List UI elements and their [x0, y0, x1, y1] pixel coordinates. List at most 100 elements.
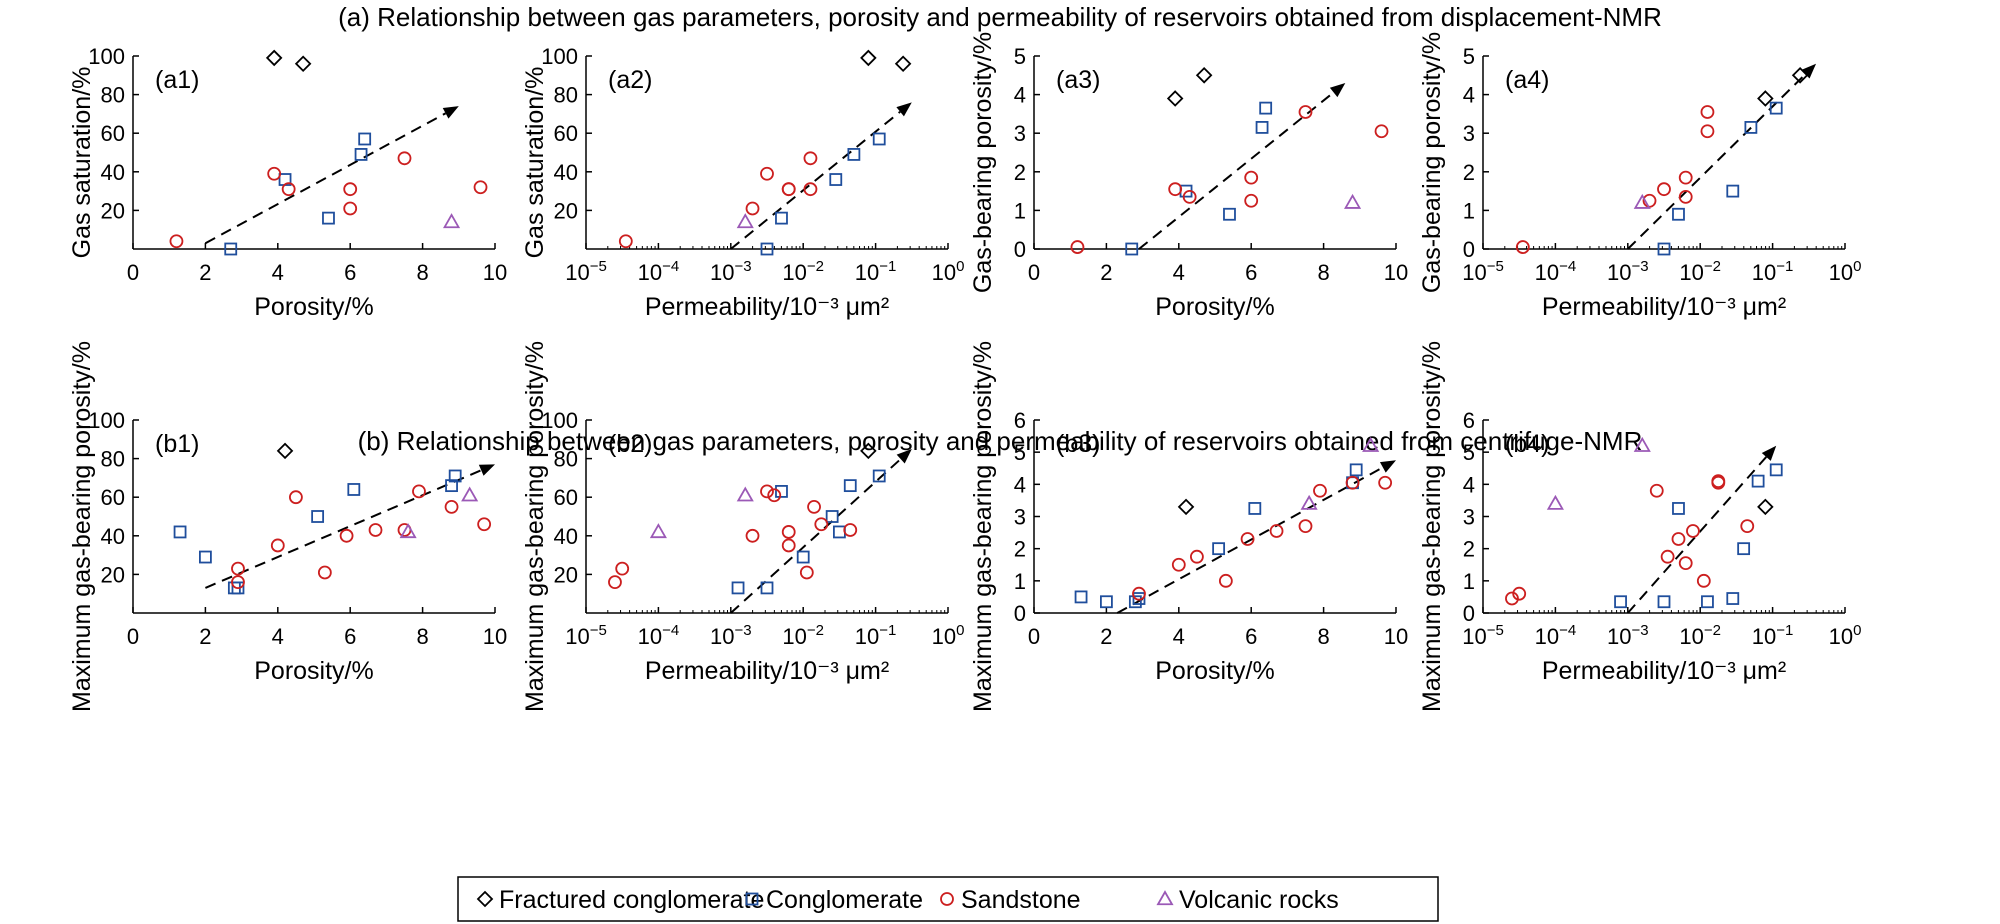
point-sand	[767, 488, 782, 503]
legend-label-frac: Fractured conglomerate	[499, 886, 764, 914]
legend-marker-volc	[1156, 890, 1174, 906]
trend-line	[1116, 466, 1384, 614]
point-cong	[358, 132, 372, 146]
point-sand	[615, 561, 630, 576]
trend-arrowhead	[478, 464, 495, 476]
point-sand	[231, 561, 245, 576]
x-tick-label: 0	[127, 624, 139, 649]
x-axis-label: Porosity/%	[1155, 657, 1274, 685]
x-tick-label: 8	[1317, 624, 1329, 649]
x-axis-label: Permeability/10⁻³ μm²	[1542, 657, 1786, 685]
x-tick-label: 6	[1245, 624, 1257, 649]
x-tick-label: 6	[344, 260, 356, 285]
point-cong	[1726, 184, 1740, 198]
panel-a1: 0 2 4 6 8 10 20 40 60 80 100 Porosity/% Gas saturati…	[68, 44, 507, 321]
point-cong	[1614, 595, 1627, 609]
point-sand	[803, 151, 818, 166]
y-tick-label: 6	[1014, 408, 1026, 433]
point-cong	[1255, 121, 1269, 134]
y-tick-label: 100	[541, 44, 578, 69]
y-tick-label: 20	[101, 562, 125, 587]
panel-label: (b2)	[608, 430, 652, 458]
section-title-a: (a) Relationship between gas parameters,…	[338, 2, 1662, 32]
point-sand	[1512, 586, 1527, 601]
x-tick-label: 10−3	[1607, 258, 1649, 285]
section-title-b: (b) Relationship between gas parameters,…	[358, 426, 1643, 456]
point-sand	[1182, 189, 1197, 204]
y-tick-label: 2	[1463, 160, 1475, 185]
point-cong	[445, 479, 458, 493]
x-tick-label: 8	[416, 260, 428, 285]
point-sand	[618, 234, 633, 249]
point-sand	[1244, 193, 1259, 208]
point-sand	[1298, 105, 1313, 119]
legend-item-cong: Conglomerate	[745, 886, 923, 914]
point-volc	[1300, 494, 1318, 510]
point-cong	[1737, 542, 1751, 556]
x-tick-label: 10−3	[710, 258, 752, 285]
point-cong	[1100, 595, 1113, 609]
point-sand	[1378, 475, 1393, 490]
y-tick-label: 1	[1014, 569, 1026, 594]
point-sand	[1374, 124, 1389, 139]
y-tick-label: 60	[101, 121, 125, 146]
point-sand	[608, 575, 622, 590]
point-cong	[347, 483, 361, 496]
x-tick-label: 10	[1384, 624, 1408, 649]
panel-b3: 0 2 4 6 8 10 0 1 2 3 4 5 6 Porosity/% Maximum gas-bear…	[969, 341, 1408, 712]
point-sand	[814, 517, 829, 532]
point-sand	[397, 151, 412, 166]
trend-arrowhead	[1801, 63, 1817, 79]
point-cong	[1128, 595, 1142, 609]
point-cong	[311, 510, 325, 523]
x-tick-label: 4	[272, 624, 284, 649]
x-tick-label: 10	[1384, 260, 1408, 285]
legend-item-frac: Fractured conglomerate	[476, 886, 764, 914]
x-tick-label: 10	[483, 624, 507, 649]
legend-item-volc: Volcanic rocks	[1156, 886, 1339, 914]
y-tick-label: 80	[101, 447, 125, 472]
point-sand	[1515, 240, 1530, 254]
point-frac	[1757, 90, 1774, 107]
point-sand	[1244, 170, 1259, 185]
point-cong	[825, 510, 839, 523]
point-sand	[1345, 475, 1360, 490]
point-cong	[224, 242, 238, 256]
point-sand	[1671, 532, 1686, 546]
y-axis-label: Maximum gas-bearing porosity/%	[68, 341, 96, 712]
y-tick-label: 0	[1463, 237, 1475, 262]
y-tick-label: 100	[88, 44, 125, 69]
x-tick-label: 10−3	[710, 622, 752, 649]
y-tick-label: 20	[101, 198, 125, 223]
point-cong	[1701, 595, 1714, 609]
point-sand	[843, 523, 858, 537]
point-sand	[169, 234, 184, 249]
x-tick-label: 10−2	[1679, 622, 1721, 649]
x-tick-label: 2	[199, 624, 211, 649]
panel-label: (b1)	[155, 430, 199, 458]
x-axis-label: Permeability/10⁻³ μm²	[645, 293, 889, 321]
point-cong	[775, 485, 788, 498]
x-tick-label: 10−4	[638, 622, 680, 649]
point-cong	[1751, 474, 1765, 488]
panel-a3: 0 2 4 6 8 10 0 1 2 3 4 5 Porosity/% Gas-bearing poros…	[969, 32, 1408, 321]
point-cong	[354, 148, 368, 161]
point-cong	[1726, 592, 1740, 605]
legend-label-sand: Sandstone	[961, 886, 1081, 914]
point-cong	[760, 581, 774, 595]
y-tick-label: 2	[1463, 537, 1475, 562]
point-cong	[731, 581, 745, 595]
x-tick-label: 10−1	[1752, 622, 1794, 649]
x-tick-label: 10−3	[1607, 622, 1649, 649]
point-cong	[796, 550, 810, 564]
panel-label: (a2)	[608, 66, 652, 94]
point-sand	[270, 538, 285, 553]
point-cong	[448, 469, 462, 483]
point-sand	[1740, 519, 1755, 534]
point-frac	[294, 55, 312, 72]
point-cong	[1657, 595, 1671, 609]
y-tick-label: 60	[101, 485, 125, 510]
point-sand	[1070, 240, 1085, 254]
point-sand	[281, 182, 296, 197]
